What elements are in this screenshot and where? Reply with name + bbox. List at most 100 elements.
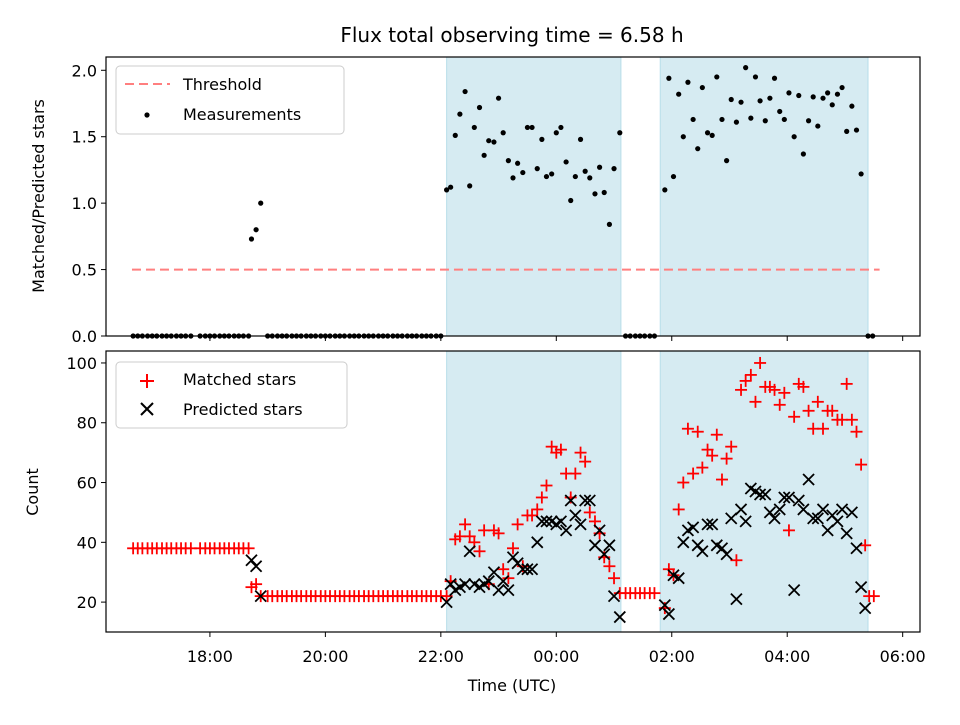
measurement-point	[670, 173, 677, 180]
measurement-point	[757, 98, 763, 104]
marker-stroke	[569, 509, 582, 522]
marker-stroke	[706, 518, 719, 531]
matched-star-marker	[677, 476, 690, 489]
marker-stroke	[440, 595, 453, 609]
measurement-point	[457, 111, 463, 117]
measurement-point	[834, 91, 841, 97]
marker-stroke	[559, 524, 573, 537]
marker-stroke	[850, 542, 863, 555]
matched-star-marker	[681, 422, 694, 435]
matched-star-marker	[739, 374, 752, 387]
predicted-star-marker	[677, 536, 690, 549]
predicted-star-marker	[821, 524, 834, 537]
bottom-legend: Matched stars Predicted stars	[115, 361, 348, 429]
measurement-point	[572, 173, 578, 180]
x-tick-label: 18:00	[187, 647, 233, 666]
marker-stroke	[458, 578, 472, 591]
measurement-point	[829, 102, 835, 108]
marker-stroke	[482, 575, 495, 588]
measurement-point	[577, 136, 584, 142]
predicted-star-marker	[613, 610, 626, 624]
top-y-axis-label: Matched/Predicted stars	[29, 99, 48, 293]
top-y-axis: 0.0 0.5 1.0 1.5 2.0	[72, 61, 106, 346]
matched-star-marker	[859, 539, 872, 552]
measurement-point	[476, 104, 483, 111]
predicted-star-marker	[603, 539, 616, 552]
measurement-point	[491, 139, 497, 145]
bottom-x-axis: 18:00 20:00 22:00 00:00 02:00 04:00 06:00	[187, 632, 926, 666]
matched-star-marker	[531, 503, 544, 516]
marker-stroke	[564, 494, 577, 507]
predicted-star-marker	[662, 607, 676, 621]
top-legend: Threshold Measurements	[115, 65, 345, 135]
measurement-point	[258, 200, 264, 206]
predicted-star-marker	[458, 578, 472, 591]
predicted-star-marker	[835, 503, 849, 516]
top-y-tick-label: 1.0	[72, 194, 97, 213]
marker-stroke	[583, 494, 596, 507]
measurement-point	[582, 168, 588, 174]
measurement-point	[695, 146, 701, 152]
measurement-point	[534, 166, 540, 172]
predicted-star-marker	[531, 536, 544, 549]
bottom-y-axis-label: Count	[23, 468, 42, 516]
predicted-star-marker	[706, 518, 719, 531]
marker-stroke	[835, 503, 849, 516]
measurement-point	[248, 236, 255, 242]
marker-stroke	[588, 539, 602, 552]
marker-stroke	[487, 566, 501, 579]
count-panel: 20 40 60 80 100 18:00 20:00 22:00 00:00 02:00 04:…	[23, 350, 926, 695]
marker-stroke	[811, 512, 824, 525]
marker-stroke	[603, 539, 616, 552]
measurement-point	[606, 221, 613, 227]
measurement-point	[515, 160, 521, 166]
measurement-point	[844, 128, 850, 134]
matched-star-marker	[773, 398, 786, 411]
matched-star-marker	[608, 572, 621, 585]
measurement-point	[748, 115, 754, 121]
x-tick-label: 02:00	[649, 647, 695, 666]
marker-stroke	[463, 545, 476, 558]
legend-matched-label: Matched stars	[183, 370, 296, 389]
predicted-star-marker	[598, 548, 611, 561]
x-tick-label: 00:00	[533, 647, 579, 666]
matched-star-marker	[691, 425, 704, 438]
marker-stroke	[749, 485, 762, 498]
measurement-point	[617, 130, 623, 136]
marker-stroke	[845, 506, 859, 519]
measurement-point	[462, 88, 468, 95]
predicted-star-marker	[715, 542, 729, 555]
measurement-point	[704, 130, 711, 136]
predicted-star-marker	[730, 592, 743, 606]
measurement-point	[500, 130, 506, 136]
marker-stroke	[511, 557, 524, 570]
matched-star-marker	[583, 506, 596, 519]
predicted-star-marker	[540, 515, 553, 528]
matched-star-marker	[749, 395, 762, 408]
observing-window-top-0	[446, 56, 622, 337]
measurement-point	[771, 75, 778, 81]
matched-star-marker	[569, 467, 582, 480]
matched-star-marker	[754, 356, 767, 369]
bottom-y-tick-label: 100	[66, 354, 97, 373]
matched-star-marker	[845, 413, 858, 426]
predicted-star-marker	[802, 473, 815, 486]
measurement-point	[796, 92, 802, 99]
predicted-star-marker	[811, 512, 824, 525]
bottom-y-tick-label: 40	[77, 533, 97, 552]
legend-threshold-label: Threshold	[182, 75, 262, 94]
measurement-point	[820, 95, 826, 101]
marker-stroke	[753, 488, 767, 501]
measurement-point	[800, 151, 806, 157]
measurement-point	[714, 74, 720, 80]
predicted-star-marker	[763, 506, 777, 519]
matched-star-marker	[473, 545, 486, 558]
measurement-point	[728, 96, 734, 103]
marker-stroke	[821, 524, 834, 537]
ratio-panel: 0.0 0.5 1.0 1.5 2.0 Flux total observing tim…	[29, 23, 921, 346]
measurement-point	[762, 118, 768, 124]
measurement-point	[719, 116, 725, 123]
predicted-star-marker	[797, 503, 810, 516]
measurement-point	[495, 95, 502, 101]
